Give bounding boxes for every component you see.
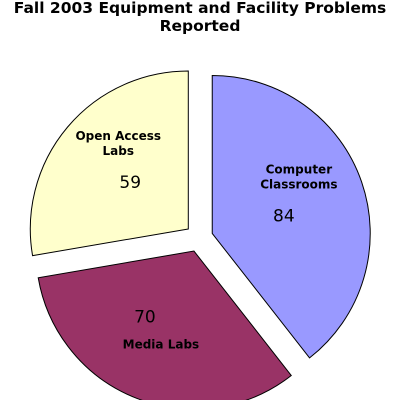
slice-label-line: Computer	[266, 163, 333, 177]
slice-label-line: Labs	[103, 144, 134, 158]
slice-computer-classrooms	[211, 74, 371, 359]
slice-value-open-access-labs: 59	[119, 173, 141, 193]
slice-media-labs	[37, 250, 292, 400]
slice-label-line: Classrooms	[260, 178, 337, 192]
slice-label-media-labs: Media Labs	[123, 338, 200, 352]
slice-label-line: Open Access	[75, 129, 161, 143]
slice-label-open-access-labs: Open Access Labs	[75, 129, 161, 158]
chart-title-line-2: Reported	[159, 17, 241, 35]
slice-value-media-labs: 70	[134, 308, 156, 328]
chart-title-line-1: Fall 2003 Equipment and Facility Problem…	[13, 0, 387, 17]
slice-label-line: Media Labs	[123, 338, 200, 352]
slice-label-computer-classrooms: Computer Classrooms	[260, 163, 337, 192]
chart-title: Fall 2003 Equipment and Facility Problem…	[0, 0, 400, 35]
slice-value-computer-classrooms: 84	[273, 207, 295, 227]
slice-open-access-labs	[29, 70, 189, 257]
